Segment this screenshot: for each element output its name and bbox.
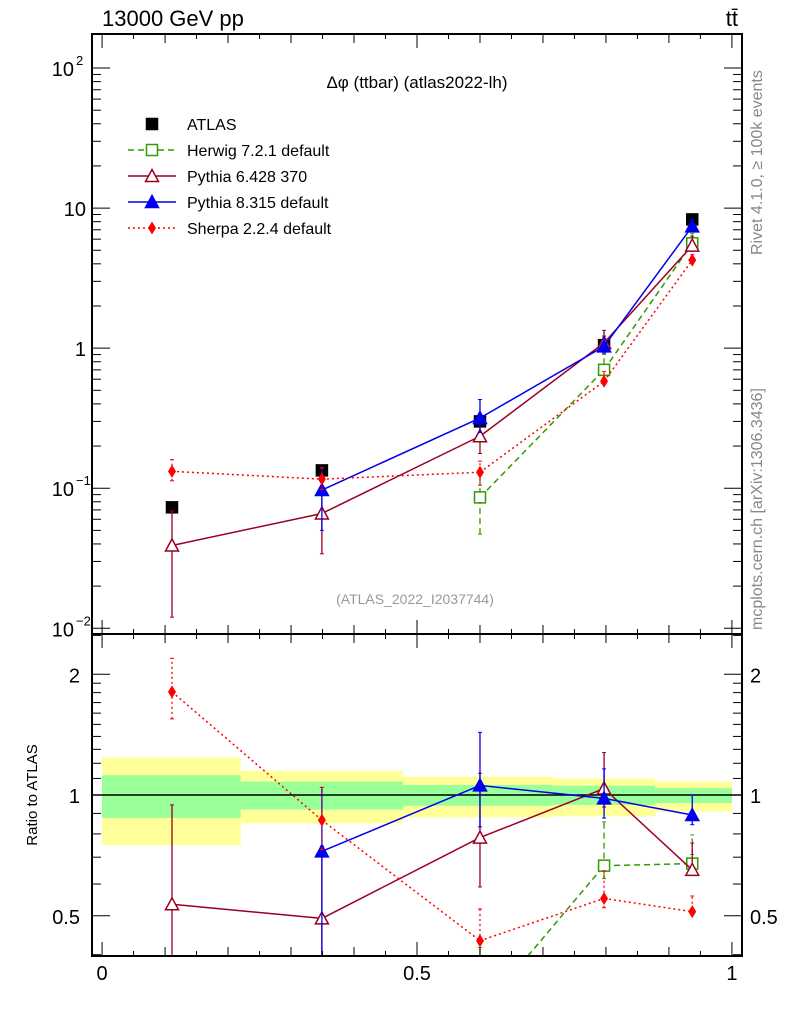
legend-label: Pythia 8.315 default: [187, 195, 329, 212]
ratio-y-tick-label-left: 2: [69, 665, 80, 687]
side-text-bottom: mcplots.cern.ch [arXiv:1306.3436]: [749, 388, 766, 630]
legend-label: Herwig 7.2.1 default: [187, 143, 330, 160]
series-line: [603, 897, 693, 913]
x-tick-label: 1: [726, 963, 737, 985]
legend-entry-pythia-8-315-default: Pythia 8.315 default: [128, 193, 329, 212]
series-line: [321, 471, 481, 480]
main-title: Δφ (ttbar) (atlas2022-lh): [326, 73, 507, 92]
ratio-ylabel: Ratio to ATLAS: [24, 744, 41, 845]
data-point: [597, 859, 611, 872]
data-point: [317, 813, 326, 827]
series-line: [321, 819, 481, 942]
series-line: [479, 345, 605, 419]
y-tick-exponent: −1: [76, 473, 91, 488]
series-line: [321, 435, 481, 515]
data-point: [164, 537, 180, 552]
y-tick-base: 1: [75, 339, 86, 361]
series-pythia-8-315-default-ratio: [314, 731, 701, 956]
data-point: [684, 237, 701, 252]
series-pythia-6-428-370-main: [164, 235, 701, 618]
header-right: tt̄: [726, 6, 738, 31]
ratio-y-tick-label-left: 0.5: [52, 907, 80, 929]
series-line: [171, 470, 322, 480]
series-herwig-7-2-1-default-ratio: [477, 821, 699, 957]
x-tick-label: 0.5: [403, 963, 431, 985]
y-tick-label: 10 −1: [52, 473, 91, 501]
ratio-y-tick-label-right: 0.5: [750, 907, 778, 929]
legend-entry-pythia-6-428-370: Pythia 6.428 370: [128, 167, 307, 186]
ratio-y-tick-label-right: 2: [750, 665, 761, 687]
series-line: [603, 787, 693, 871]
series-line: [171, 903, 322, 920]
y-tick-base: 10: [52, 479, 74, 501]
legend-marker: [144, 193, 160, 209]
series-line: [603, 225, 693, 347]
legend-entry-herwig-7-2-1-default: Herwig 7.2.1 default: [128, 143, 330, 160]
data-point: [684, 861, 701, 877]
legend-label: ATLAS: [187, 117, 237, 134]
y-tick-base: 10: [52, 619, 74, 641]
series-pythia-8-315-default-main: [314, 218, 701, 531]
data-point: [475, 934, 484, 948]
series-line: [604, 862, 693, 867]
data-point: [475, 465, 484, 479]
series-line: [171, 512, 323, 547]
y-tick-label: 10 −2: [52, 613, 91, 641]
y-tick-label: 1: [75, 339, 86, 361]
series-line: [603, 259, 693, 382]
side-text-top: Rivet 4.1.0, ≥ 100k events: [749, 70, 766, 255]
legend-entry-sherpa-2-2-4-default: Sherpa 2.2.4 default: [128, 221, 332, 238]
data-point: [600, 374, 609, 388]
chart-layer: ATLAS Herwig 7.2.1 default Pythia 6.428 37…: [52, 33, 778, 985]
series-herwig-7-2-1-default-main: [473, 232, 699, 535]
y-tick-base: 10: [52, 59, 74, 81]
y-tick-exponent: −2: [76, 613, 91, 628]
data-point: [684, 218, 701, 233]
data-point: [167, 464, 176, 478]
legend-marker: [145, 143, 159, 157]
legend-marker: [144, 167, 160, 183]
data-point: [317, 472, 326, 486]
data-point: [167, 685, 176, 699]
data-point: [472, 409, 488, 425]
legend-label: Sherpa 2.2.4 default: [187, 221, 332, 238]
data-point: [472, 428, 488, 443]
series-line: [321, 417, 481, 491]
data-point: [473, 491, 487, 504]
data-point: [596, 338, 612, 353]
series-line: [603, 242, 693, 371]
data-point: [688, 253, 697, 267]
data-point: [684, 806, 701, 822]
legend-entry-atlas: ATLAS: [145, 117, 237, 134]
legend-marker: [148, 221, 156, 235]
data-point: [600, 891, 609, 905]
series-line: [479, 897, 605, 942]
y-tick-exponent: 2: [76, 53, 83, 68]
data-point: [472, 777, 488, 792]
ratio-y-tick-label-left: 1: [69, 786, 80, 808]
reference-annotation: (ATLAS_2022_I2037744): [336, 591, 494, 607]
ratio-y-tick-label-right: 1: [750, 786, 761, 808]
y-tick-base: 10: [64, 199, 86, 221]
series-atlas-main: [165, 213, 699, 514]
legend-marker: [145, 117, 159, 131]
legend-label: Pythia 6.428 370: [187, 169, 307, 186]
series-sherpa-2-2-4-default-ratio: [167, 657, 697, 956]
data-point: [314, 843, 330, 858]
series-line: [479, 784, 605, 800]
x-tick-label: 0: [97, 963, 108, 985]
header-left: 13000 GeV pp: [102, 6, 244, 31]
series-line: [321, 836, 481, 920]
data-point: [688, 905, 697, 919]
data-point: [472, 829, 488, 844]
data-point: [596, 790, 612, 805]
series-sherpa-2-2-4-default-main: [167, 253, 697, 490]
series-line: [479, 380, 605, 473]
series-line: [603, 797, 693, 816]
y-tick-label: 10: [64, 199, 86, 221]
series-line: [321, 784, 481, 853]
y-tick-label: 10 2: [52, 53, 83, 81]
data-point: [164, 896, 180, 911]
